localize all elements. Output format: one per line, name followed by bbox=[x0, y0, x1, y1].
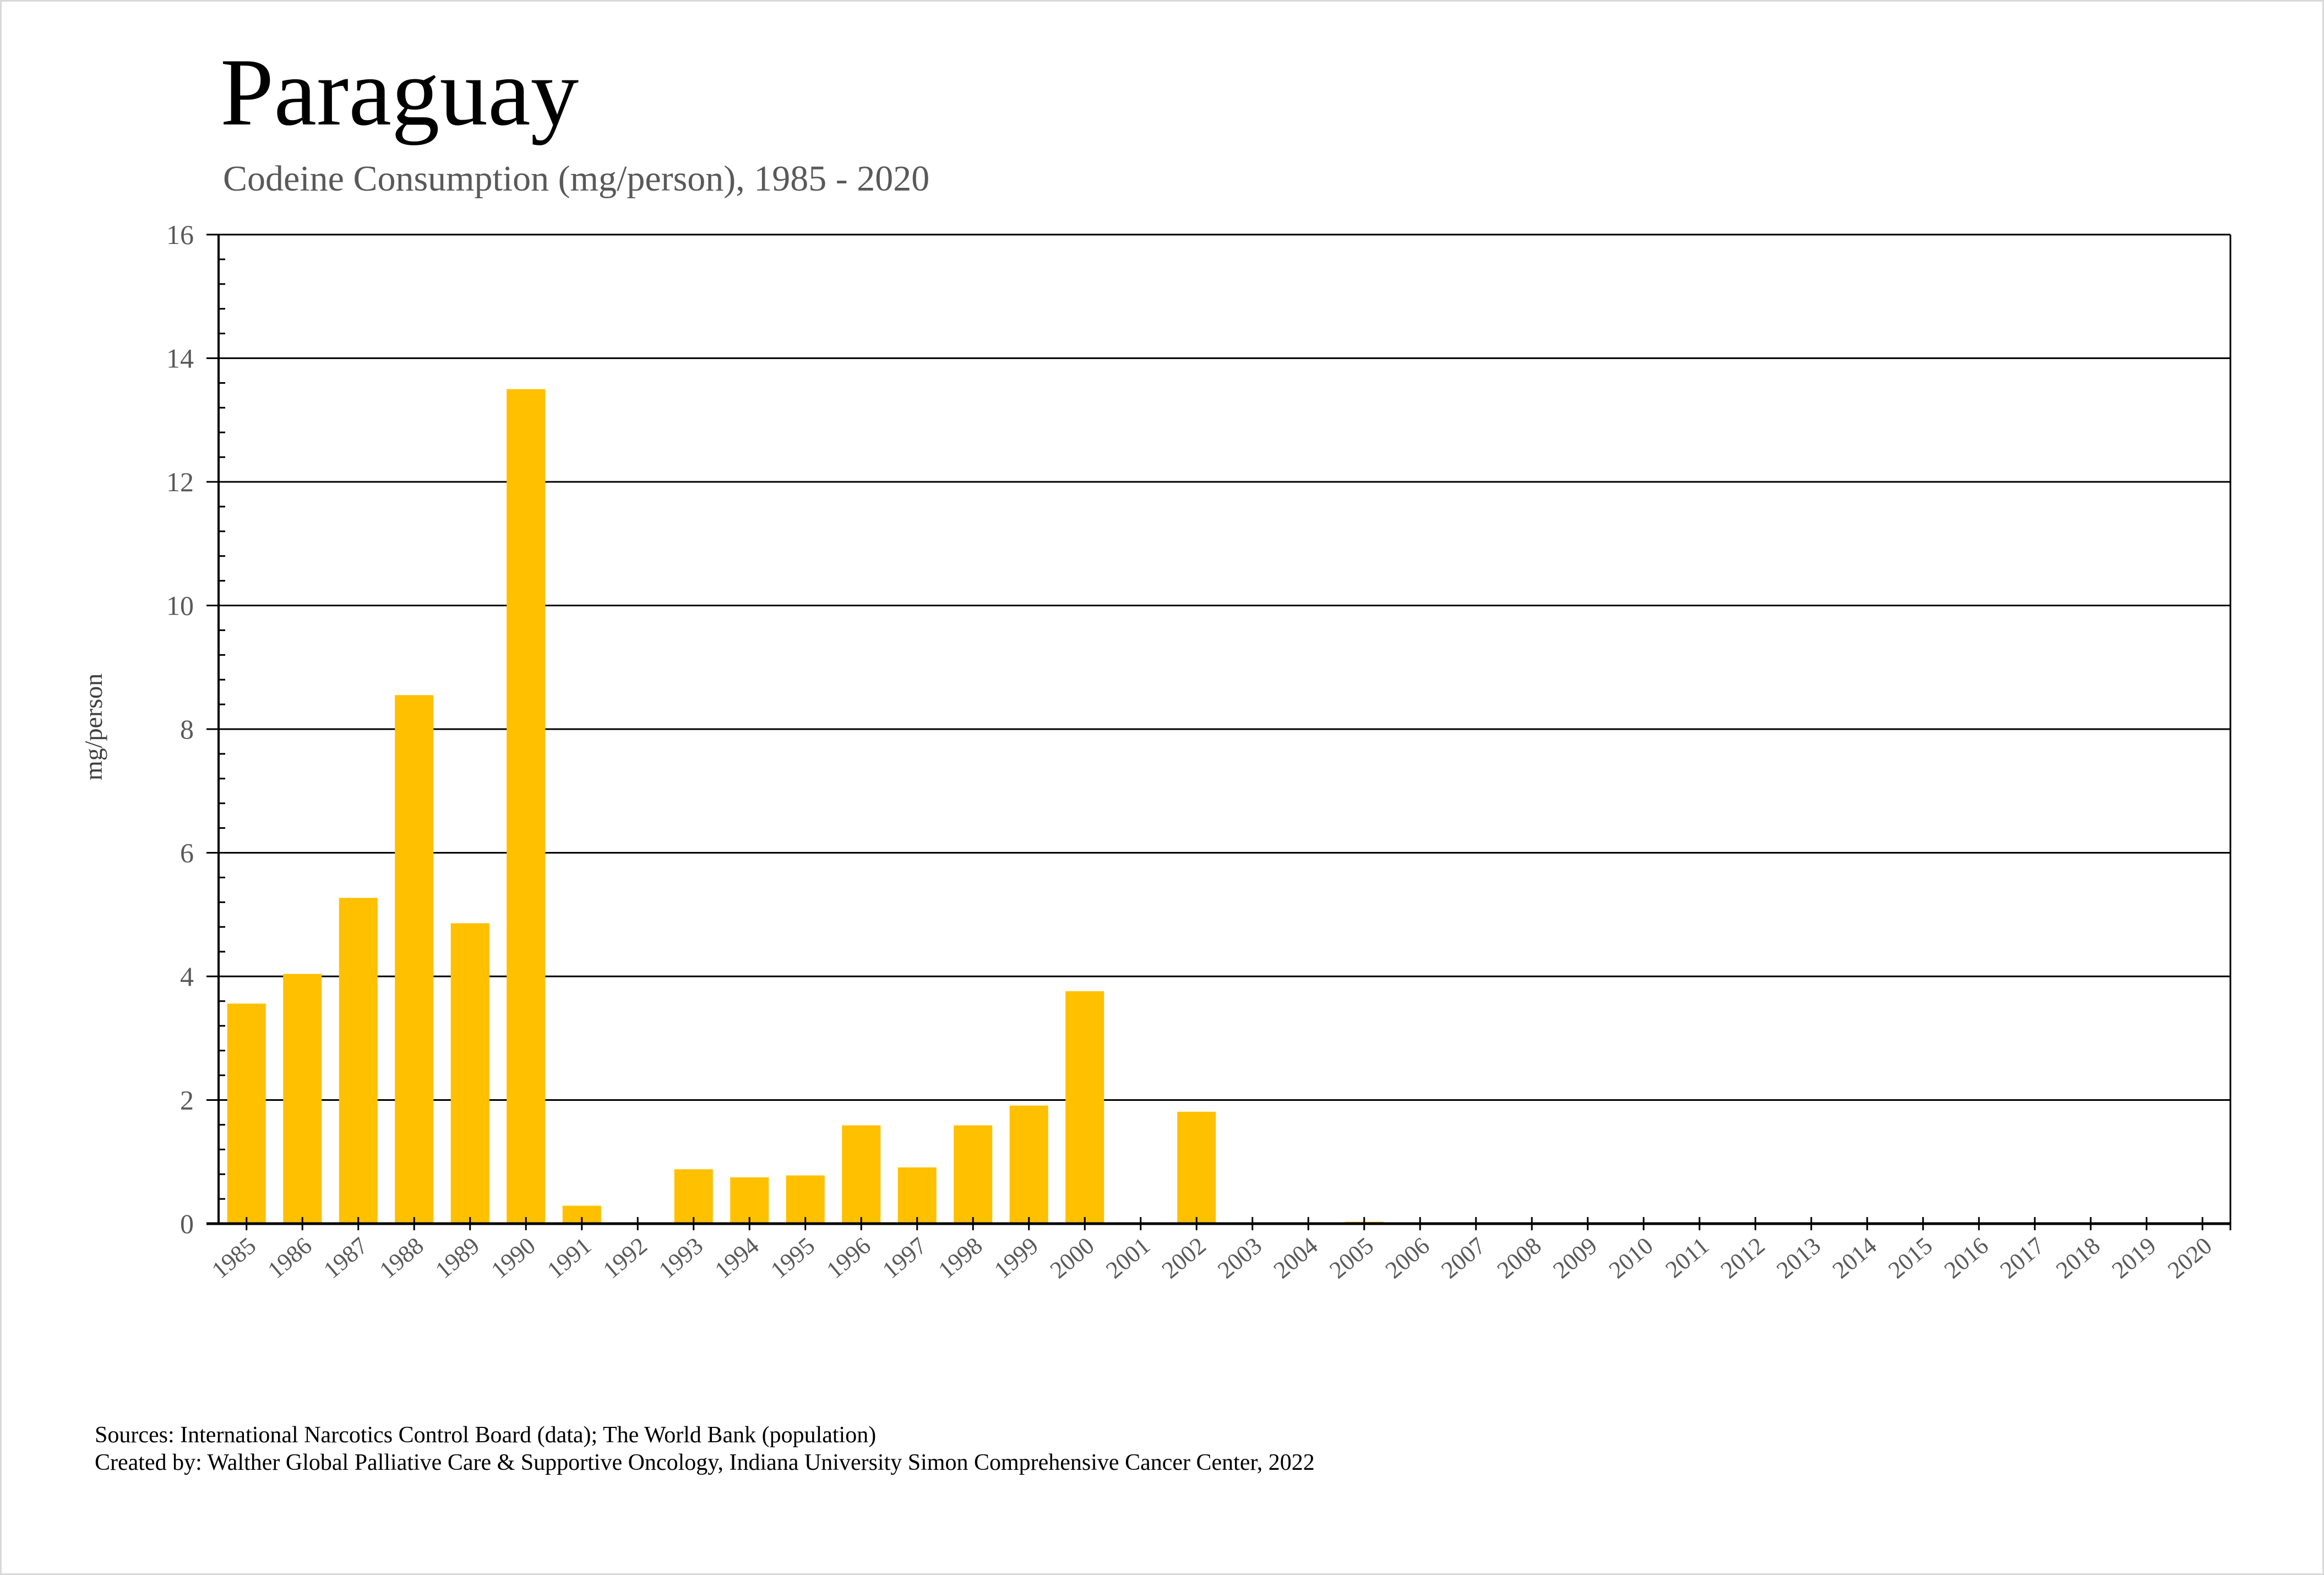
x-tick-label: 1988 bbox=[374, 1232, 429, 1284]
x-tick-label: 1986 bbox=[263, 1232, 317, 1284]
x-tick-label: 1995 bbox=[765, 1232, 820, 1284]
x-tick-label: 2017 bbox=[1995, 1232, 2049, 1284]
x-tick-label: 2018 bbox=[2051, 1232, 2105, 1284]
x-tick-label: 1997 bbox=[877, 1232, 932, 1284]
x-tick-label: 2020 bbox=[2163, 1232, 2217, 1284]
bar-1997 bbox=[897, 1167, 937, 1224]
x-tick-label: 1996 bbox=[821, 1232, 876, 1284]
x-tick-label: 1989 bbox=[430, 1232, 485, 1284]
bar-1999 bbox=[1009, 1105, 1048, 1224]
gridlines bbox=[219, 233, 2230, 1101]
y-tick-label: 0 bbox=[180, 1208, 194, 1239]
x-tick-label: 2002 bbox=[1157, 1232, 1211, 1284]
x-tick-label: 2012 bbox=[1716, 1232, 1770, 1284]
y-tick-label: 2 bbox=[180, 1085, 194, 1116]
y-tick-label: 6 bbox=[180, 838, 194, 868]
y-tick-label: 12 bbox=[166, 466, 194, 497]
chart-subtitle: Codeine Consumption (mg/person), 1985 - … bbox=[223, 159, 930, 199]
bars bbox=[227, 389, 1384, 1224]
credit-note: Created by: Walther Global Palliative Ca… bbox=[95, 1450, 1315, 1475]
bar-1994 bbox=[730, 1177, 769, 1224]
chart-title: Paraguay bbox=[220, 39, 579, 145]
x-tick-label: 2013 bbox=[1771, 1232, 1826, 1284]
bar-1988 bbox=[395, 695, 434, 1224]
x-tick-label: 2006 bbox=[1380, 1232, 1435, 1284]
x-tick-label: 2007 bbox=[1436, 1232, 1490, 1284]
x-tick-label: 2010 bbox=[1604, 1232, 1658, 1284]
y-tick-label: 4 bbox=[180, 961, 194, 992]
x-tick-label: 1991 bbox=[542, 1232, 596, 1284]
x-tick-label: 1993 bbox=[654, 1232, 708, 1284]
x-tick-label: 1987 bbox=[318, 1232, 373, 1284]
x-tick-label: 2011 bbox=[1661, 1232, 1715, 1283]
bar-1995 bbox=[786, 1175, 825, 1224]
bar-2002 bbox=[1177, 1111, 1216, 1224]
x-tick-label: 2015 bbox=[1883, 1232, 1937, 1284]
bar-1987 bbox=[339, 898, 378, 1224]
x-tick-label: 2000 bbox=[1045, 1232, 1100, 1284]
x-tick-label: 1992 bbox=[598, 1232, 652, 1284]
x-tick-label: 2019 bbox=[2107, 1232, 2161, 1284]
x-tick-label: 2014 bbox=[1827, 1232, 1882, 1284]
bar-1989 bbox=[450, 923, 489, 1224]
axes bbox=[206, 233, 2232, 1230]
x-tick-labels: 1985 1986 1987 1988 1989 1990 1991 1992 1993 1994… bbox=[206, 1232, 2217, 1284]
x-tick-label: 2016 bbox=[1939, 1232, 1994, 1284]
x-tick-label: 2005 bbox=[1324, 1232, 1379, 1284]
x-tick-label: 2003 bbox=[1212, 1232, 1267, 1284]
bar-1998 bbox=[954, 1125, 993, 1224]
bar-1986 bbox=[283, 974, 322, 1224]
x-tick-label: 1998 bbox=[933, 1232, 988, 1284]
x-tick-label: 2001 bbox=[1101, 1232, 1155, 1284]
y-tick-labels: 0 2 4 6 8 10 12 14 16 bbox=[166, 219, 194, 1239]
bar-1985 bbox=[227, 1003, 266, 1224]
x-tick-label: 1994 bbox=[710, 1232, 764, 1284]
y-axis-title: mg/person bbox=[79, 674, 107, 780]
bar-1993 bbox=[674, 1169, 713, 1224]
y-tick-label: 14 bbox=[166, 343, 194, 374]
x-tick-label: 1990 bbox=[486, 1232, 541, 1284]
x-tick-label: 2008 bbox=[1492, 1232, 1547, 1284]
x-tick-label: 2004 bbox=[1269, 1232, 1323, 1284]
x-tick-label: 1985 bbox=[206, 1232, 261, 1284]
x-tick-label: 1999 bbox=[989, 1232, 1043, 1284]
y-tick-label: 8 bbox=[180, 714, 194, 745]
bar-2000 bbox=[1065, 991, 1104, 1224]
x-tick-label: 2009 bbox=[1548, 1232, 1602, 1284]
bar-1996 bbox=[842, 1125, 881, 1224]
sources-note: Sources: International Narcotics Control… bbox=[95, 1422, 877, 1448]
y-tick-label: 10 bbox=[166, 590, 194, 621]
bar-1990 bbox=[507, 389, 546, 1224]
y-tick-label: 16 bbox=[166, 219, 194, 250]
